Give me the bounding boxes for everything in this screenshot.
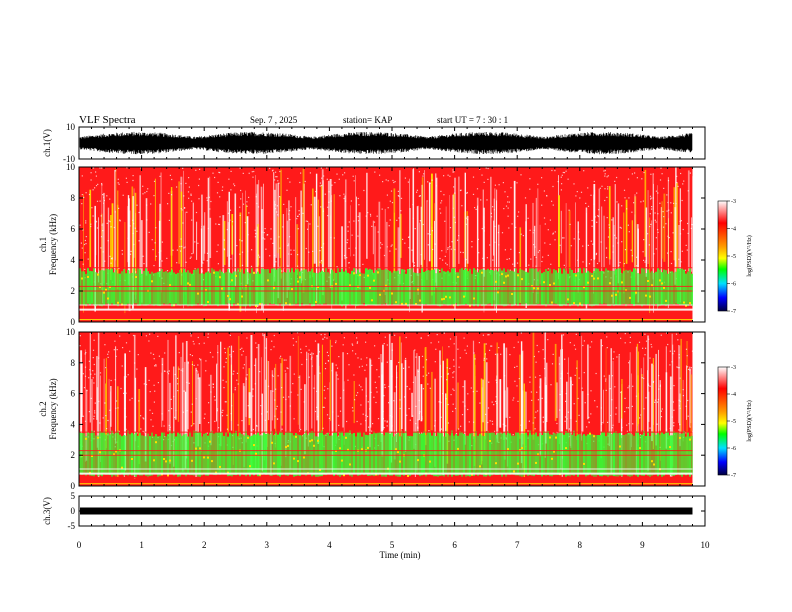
ch2-spec-ylabel: Frequency (kHz) (48, 378, 58, 439)
ch2-spec-channel-label: ch.2 (38, 401, 48, 416)
ch1-spec-ylabel: Frequency (kHz) (48, 214, 58, 275)
ch1-spec-ytick-label: 6 (71, 224, 76, 234)
ch1-waveform-panel: 10 -10 ch.1(V) (42, 122, 706, 164)
ch1-spec-ytick-label: 0 (71, 317, 76, 327)
ch2-colorbar: -3 -4 -5 -6 -7 log(PSD)(V²/Hz) (717, 365, 753, 479)
ch1-spec-speckle (79, 167, 694, 285)
ch2-spec-ytick-label: 10 (66, 327, 76, 337)
ch2-spec-ytick-label: 6 (71, 389, 76, 399)
ch1-spectrogram-panel: 0 2 4 6 8 10 ch.1 Frequency (kHz) (38, 162, 706, 327)
ch1-spec-ytick-label: 2 (71, 286, 76, 296)
ch1-spec-ytick-label: 4 (71, 255, 76, 265)
ch3-waveform-ylabel: ch.3(V) (42, 497, 52, 525)
ch2-spec-ytick-label: 8 (71, 358, 76, 368)
header-date: Sep. 7 , 2025 (250, 115, 298, 125)
ch1-waveform-trace (79, 131, 693, 155)
header-start-time: start UT = 7 : 30 : 1 (437, 115, 508, 125)
ch3-wave-ytick-label: -5 (68, 521, 76, 531)
x-tick-label: 1 (139, 540, 144, 550)
ch1-colorbar-tick-label: -4 (731, 227, 736, 233)
ch1-colorbar-scale (717, 200, 728, 312)
x-tick-label: 5 (390, 540, 395, 550)
ch2-spec-ytick-label: 0 (71, 481, 76, 491)
ch1-waveform-ylabel: ch.1(V) (42, 129, 52, 157)
ch1-colorbar-tick-label: -7 (731, 309, 736, 315)
header-station: station= KAP (343, 115, 392, 125)
ch1-spec-ytick-label: 8 (71, 193, 76, 203)
ch3-wave-ytick-label: 5 (71, 491, 76, 501)
ch2-colorbar-scale (717, 366, 728, 476)
ch2-spectrogram-panel: 0 2 4 6 8 10 ch.2 Frequency (kHz) (38, 327, 706, 491)
ch1-wave-ytick-label: 10 (66, 122, 76, 132)
x-tick-label: 7 (515, 540, 520, 550)
figure-title: VLF Spectra (79, 114, 136, 126)
ch1-colorbar-label: log(PSD)(V²/Hz) (746, 235, 753, 276)
ch1-spec-streaks (83, 167, 694, 315)
ch2-colorbar-tick-label: -3 (731, 365, 736, 371)
x-tick-label: 9 (640, 540, 645, 550)
ch3-waveform-panel: 5 0 -5 ch.3(V) (42, 491, 706, 531)
ch3-wave-ytick-label: 0 (71, 506, 76, 516)
ch2-colorbar-label: log(PSD)(V²/Hz) (746, 400, 753, 441)
time-axis: 0 1 2 3 4 5 6 7 8 9 10 (77, 540, 710, 550)
x-tick-label: 8 (578, 540, 583, 550)
ch1-colorbar-tick-label: -6 (731, 282, 736, 288)
x-tick-label: 0 (77, 540, 82, 550)
ch2-spec-green-band (79, 430, 693, 477)
x-tick-label: 3 (265, 540, 270, 550)
x-tick-label: 10 (701, 540, 711, 550)
ch1-spec-ytick-label: 10 (66, 162, 76, 172)
ch2-spec-ytick-label: 2 (71, 450, 76, 460)
ch1-spec-green-band (79, 267, 693, 307)
ch1-wave-ytick-label: -10 (63, 154, 75, 164)
ch2-spec-ytick-label: 4 (71, 419, 76, 429)
ch1-colorbar-tick-label: -5 (731, 254, 736, 260)
ch1-colorbar: -3 -4 -5 -6 -7 log(PSD)(V²/Hz) (717, 199, 753, 315)
ch3-waveform-trace (80, 507, 693, 515)
x-tick-label: 2 (202, 540, 207, 550)
ch2-colorbar-tick-label: -7 (731, 473, 736, 479)
ch2-colorbar-tick-label: -6 (731, 446, 736, 452)
x-tick-label: 4 (327, 540, 332, 550)
ch1-spec-channel-label: ch.1 (38, 237, 48, 252)
ch2-colorbar-tick-label: -4 (731, 392, 736, 398)
x-tick-label: 6 (452, 540, 457, 550)
ch1-colorbar-tick-label: -3 (731, 199, 736, 205)
x-axis-label: Time (min) (380, 550, 421, 560)
ch2-colorbar-tick-label: -5 (731, 419, 736, 425)
